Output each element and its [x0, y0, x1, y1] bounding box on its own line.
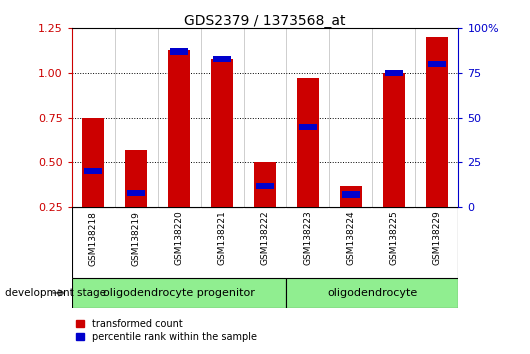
Text: oligodendrocyte progenitor: oligodendrocyte progenitor [103, 288, 255, 298]
Text: GSM138222: GSM138222 [261, 211, 269, 265]
Text: development stage: development stage [5, 288, 107, 298]
Bar [254, 162, 276, 207]
Bar [340, 185, 361, 207]
Bar [127, 190, 145, 196]
Bar [211, 59, 233, 207]
Text: GSM138224: GSM138224 [347, 211, 356, 265]
Bar [213, 56, 231, 62]
Bar [125, 150, 147, 207]
Bar [299, 124, 317, 130]
Bar [256, 183, 274, 189]
Text: oligodendrocyte: oligodendrocyte [328, 288, 418, 298]
Text: GSM138218: GSM138218 [89, 211, 98, 266]
Bar [428, 61, 446, 67]
Bar [383, 73, 405, 207]
Bar [297, 78, 319, 207]
Text: GDS2379 / 1373568_at: GDS2379 / 1373568_at [184, 14, 346, 28]
Legend: transformed count, percentile rank within the sample: transformed count, percentile rank withi… [76, 319, 257, 342]
Text: GSM138219: GSM138219 [131, 211, 140, 266]
Bar [84, 168, 102, 175]
Text: GSM138229: GSM138229 [432, 211, 441, 266]
Bar [426, 37, 448, 207]
Bar [170, 48, 188, 55]
Bar [342, 192, 360, 198]
Bar [169, 50, 190, 207]
Bar [82, 118, 104, 207]
Text: GSM138225: GSM138225 [390, 211, 399, 266]
Bar [385, 70, 403, 76]
Text: GSM138221: GSM138221 [217, 211, 226, 266]
Text: GSM138220: GSM138220 [174, 211, 183, 266]
Bar [287, 278, 458, 308]
Bar [72, 278, 287, 308]
Text: GSM138223: GSM138223 [304, 211, 313, 266]
